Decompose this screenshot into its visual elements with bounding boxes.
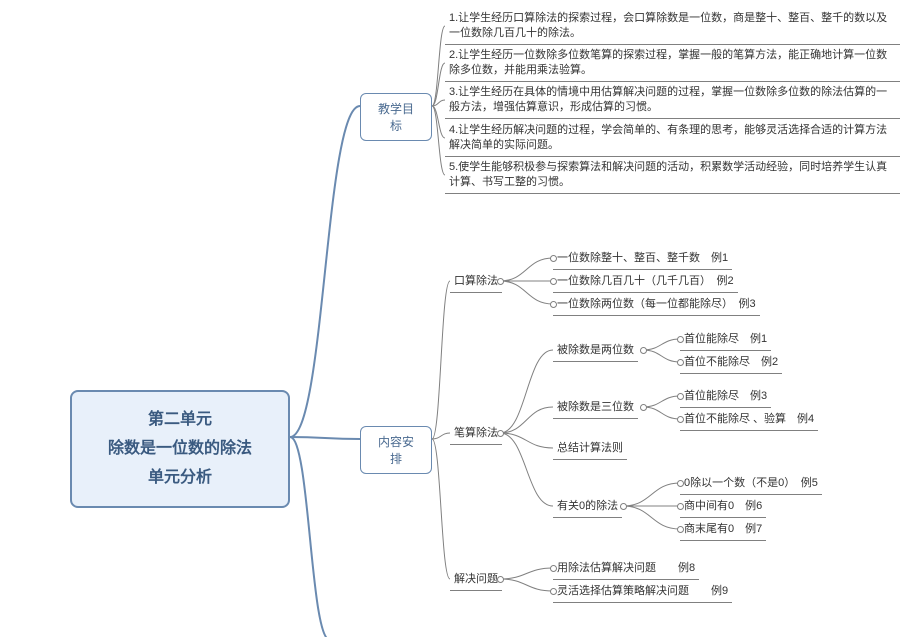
junction-dot (497, 430, 504, 437)
root-line1: 第二单元 (90, 406, 270, 435)
sub2-group: 总结计算法则 (553, 440, 627, 460)
sub2-group: 有关0的除法 (553, 498, 622, 518)
junction-dot (620, 503, 627, 510)
goal-item: 2.让学生经历一位数除多位数笔算的探索过程，掌握一般的笔算方法，能正确地计算一位… (445, 47, 900, 82)
junction-dot (677, 336, 684, 343)
root-node: 第二单元 除数是一位数的除法 单元分析 (70, 390, 290, 508)
leaf-item: 商末尾有0 例7 (680, 521, 766, 541)
junction-dot (497, 278, 504, 285)
root-line3: 单元分析 (90, 464, 270, 493)
junction-dot (677, 393, 684, 400)
leaf-item: 灵活选择估算策略解决问题 例9 (553, 583, 732, 603)
branch-goals-box: 教学目标 (360, 93, 432, 141)
junction-dot (677, 480, 684, 487)
leaf-item: 首位能除尽 例1 (680, 331, 771, 351)
junction-dot (677, 359, 684, 366)
leaf-item: 首位能除尽 例3 (680, 388, 771, 408)
goal-item: 4.让学生经历解决问题的过程，学会简单的、有条理的思考，能够灵活选择合适的计算方… (445, 122, 900, 157)
junction-dot (550, 588, 557, 595)
leaf-item: 一位数除整十、整百、整千数 例1 (553, 250, 732, 270)
junction-dot (497, 576, 504, 583)
junction-dot (550, 255, 557, 262)
junction-dot (640, 347, 647, 354)
leaf-item: 商中间有0 例6 (680, 498, 766, 518)
sub-label: 口算除法 (450, 273, 502, 293)
goal-item: 3.让学生经历在具体的情境中用估算解决问题的过程，掌握一位数除多位数的除法估算的… (445, 84, 900, 119)
junction-dot (677, 503, 684, 510)
sub2-group: 被除数是三位数 (553, 399, 638, 419)
goal-item: 5.使学生能够积极参与探索算法和解决问题的活动，积累数学活动经验，同时培养学生认… (445, 159, 900, 194)
branch-content-label: 内容安排 (378, 435, 414, 466)
sub-label: 笔算除法 (450, 425, 502, 445)
junction-dot (550, 301, 557, 308)
leaf-item: 首位不能除尽 、验算 例4 (680, 411, 818, 431)
leaf-item: 一位数除几百几十（几千几百） 例2 (553, 273, 738, 293)
junction-dot (550, 278, 557, 285)
junction-dot (550, 565, 557, 572)
branch-goals-label: 教学目标 (378, 102, 414, 133)
sub2-group: 被除数是两位数 (553, 342, 638, 362)
sub-label: 解决问题 (450, 571, 502, 591)
leaf-item: 用除法估算解决问题 例8 (553, 560, 699, 580)
junction-dot (677, 526, 684, 533)
junction-dot (677, 416, 684, 423)
junction-dot (640, 404, 647, 411)
branch-content-box: 内容安排 (360, 426, 432, 474)
root-line2: 除数是一位数的除法 (90, 435, 270, 464)
leaf-item: 首位不能除尽 例2 (680, 354, 782, 374)
leaf-item: 一位数除两位数（每一位都能除尽） 例3 (553, 296, 760, 316)
goal-item: 1.让学生经历口算除法的探索过程，会口算除数是一位数，商是整十、整百、整千的数以… (445, 10, 900, 45)
leaf-item: 0除以一个数（不是0） 例5 (680, 475, 822, 495)
